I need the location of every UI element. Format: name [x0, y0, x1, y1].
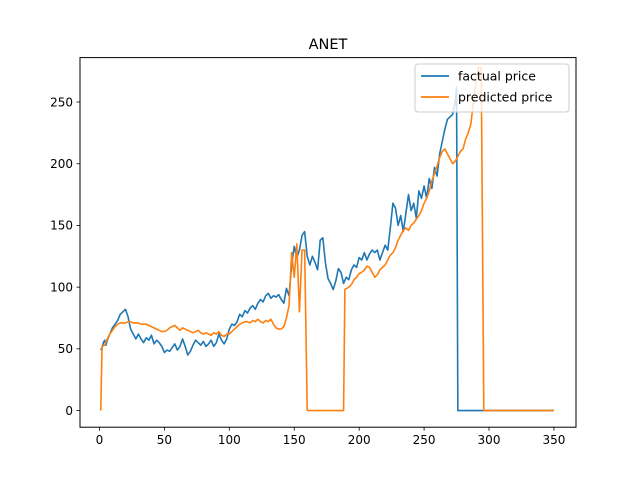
series-line-factual-price: [100, 86, 554, 412]
x-tick-label: 50: [157, 433, 172, 447]
y-tick-label: 100: [50, 280, 73, 294]
x-tick-label: 300: [478, 433, 501, 447]
x-tick-label: 250: [413, 433, 436, 447]
chart-title: ANET: [309, 37, 348, 53]
y-tick-label: 250: [50, 95, 73, 109]
x-tick-label: 150: [283, 433, 306, 447]
x-axis: 0 50 100 150 200 250 300 350: [96, 427, 565, 447]
y-tick-label: 150: [50, 219, 73, 233]
plot-area: [79, 57, 577, 428]
legend-label-predicted-price: predicted price: [458, 90, 553, 105]
legend-label-factual-price: factual price: [458, 69, 536, 84]
y-tick-label: 0: [65, 404, 73, 418]
x-tick-label: 200: [348, 433, 371, 447]
x-tick-label: 350: [542, 433, 565, 447]
legend: factual price predicted price: [414, 63, 570, 113]
legend-box: [414, 63, 570, 113]
x-tick-label: 0: [96, 433, 104, 447]
y-tick-label: 50: [58, 342, 73, 356]
series-line-predicted-price: [99, 66, 554, 412]
plot-lines: [99, 66, 554, 412]
y-axis: 0 50 100 150 200 250: [50, 95, 80, 418]
y-tick-label: 200: [50, 157, 73, 171]
x-tick-label: 100: [218, 433, 241, 447]
